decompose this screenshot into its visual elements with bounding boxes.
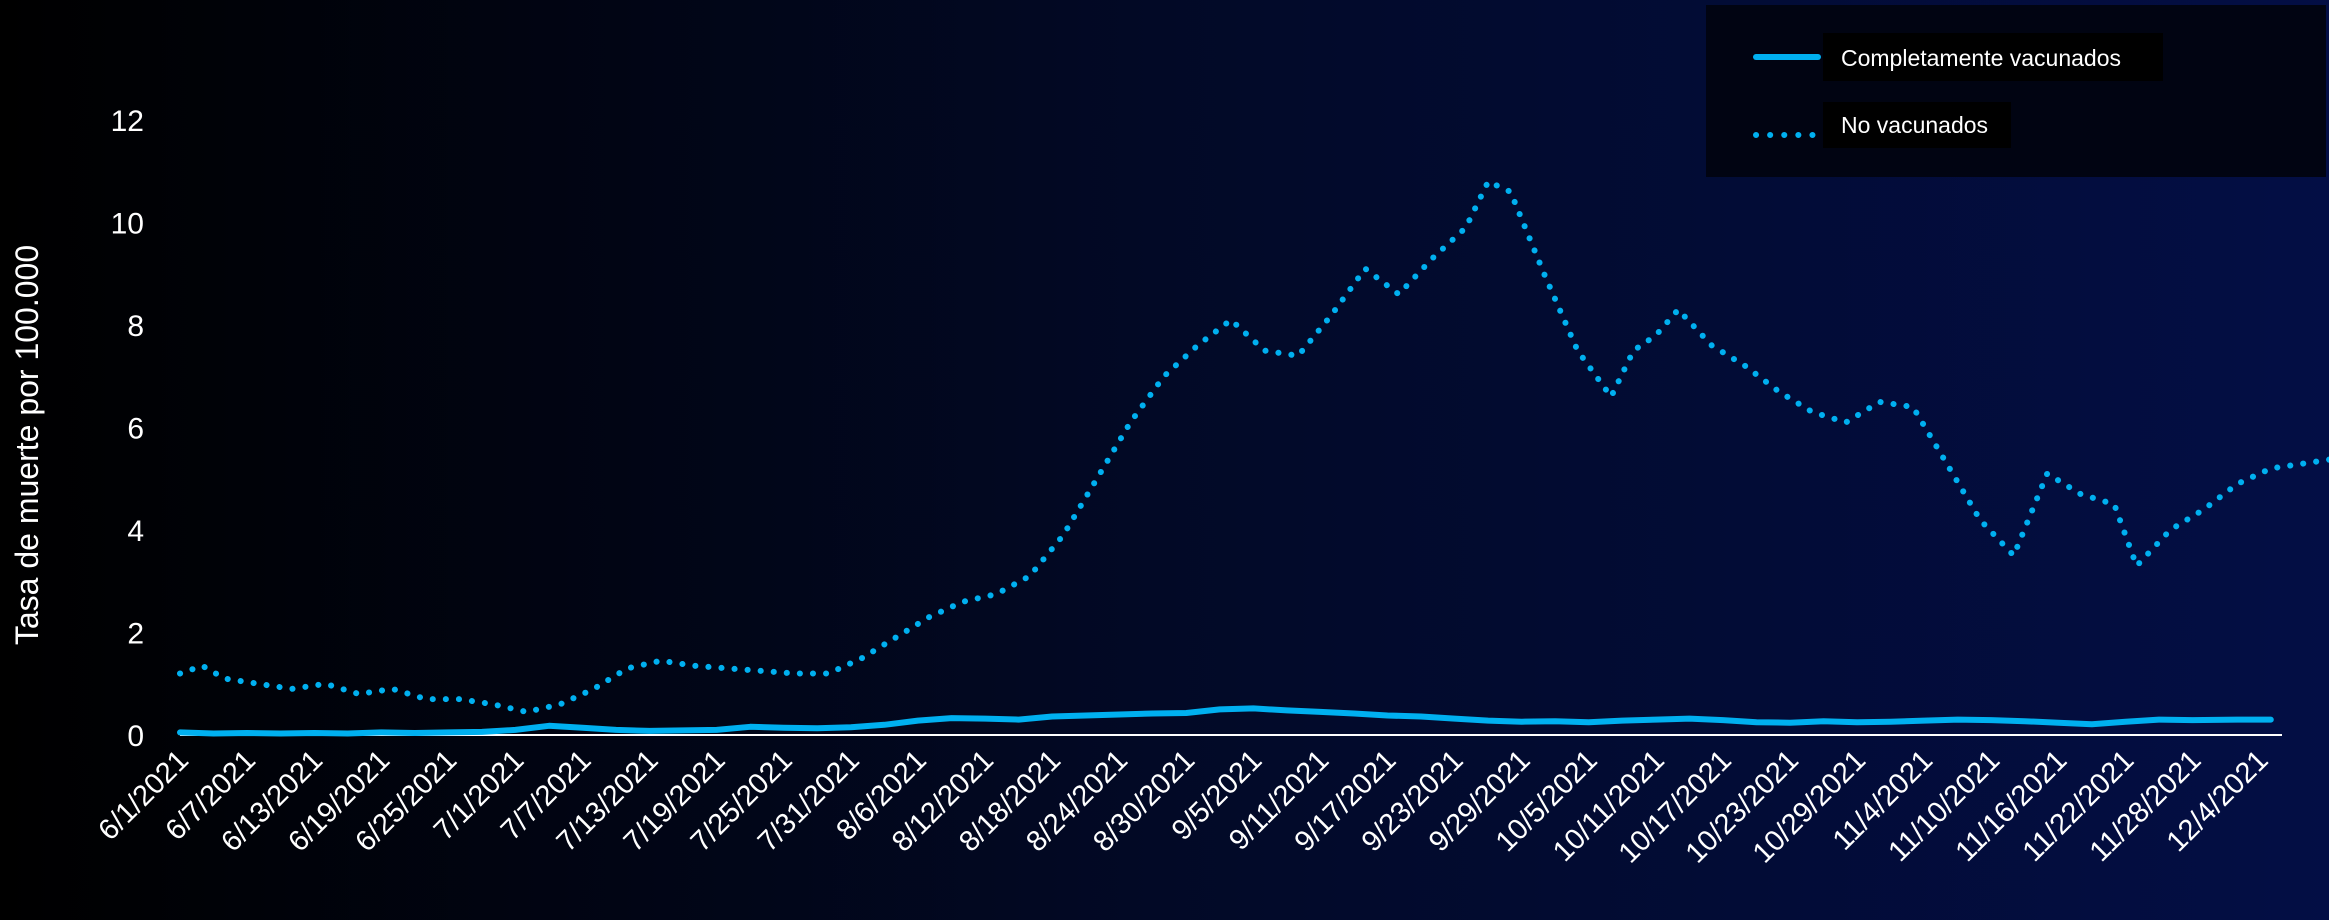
y-axis-label: Tasa de muerte por 100.000 [9, 245, 45, 645]
y-tick-label: 10 [111, 208, 144, 241]
legend-label-vaccinated: Completamente vacunados [1841, 45, 2121, 71]
y-tick-label: 12 [111, 105, 144, 138]
legend-label-unvaccinated: No vacunados [1841, 112, 1988, 138]
series-line-vaccinated [177, 705, 2274, 737]
legend: Completamente vacunados No vacunados [1706, 5, 2326, 177]
y-axis-ticks: 0 2 4 6 8 10 12 [111, 105, 144, 753]
y-tick-label: 4 [127, 515, 144, 548]
y-tick-label: 0 [127, 720, 144, 753]
series-line-unvaccinated [177, 178, 2329, 715]
legend-box [1706, 5, 2326, 177]
y-tick-label: 8 [127, 310, 144, 343]
x-axis-ticks: 6/1/20216/7/20216/13/20216/19/20216/25/2… [92, 744, 2274, 869]
y-tick-label: 6 [127, 413, 144, 446]
legend-label-bg-1 [1823, 33, 2163, 81]
series-layer [177, 178, 2329, 737]
y-tick-label: 2 [127, 618, 144, 651]
legend-label-bg-2 [1823, 102, 2011, 148]
